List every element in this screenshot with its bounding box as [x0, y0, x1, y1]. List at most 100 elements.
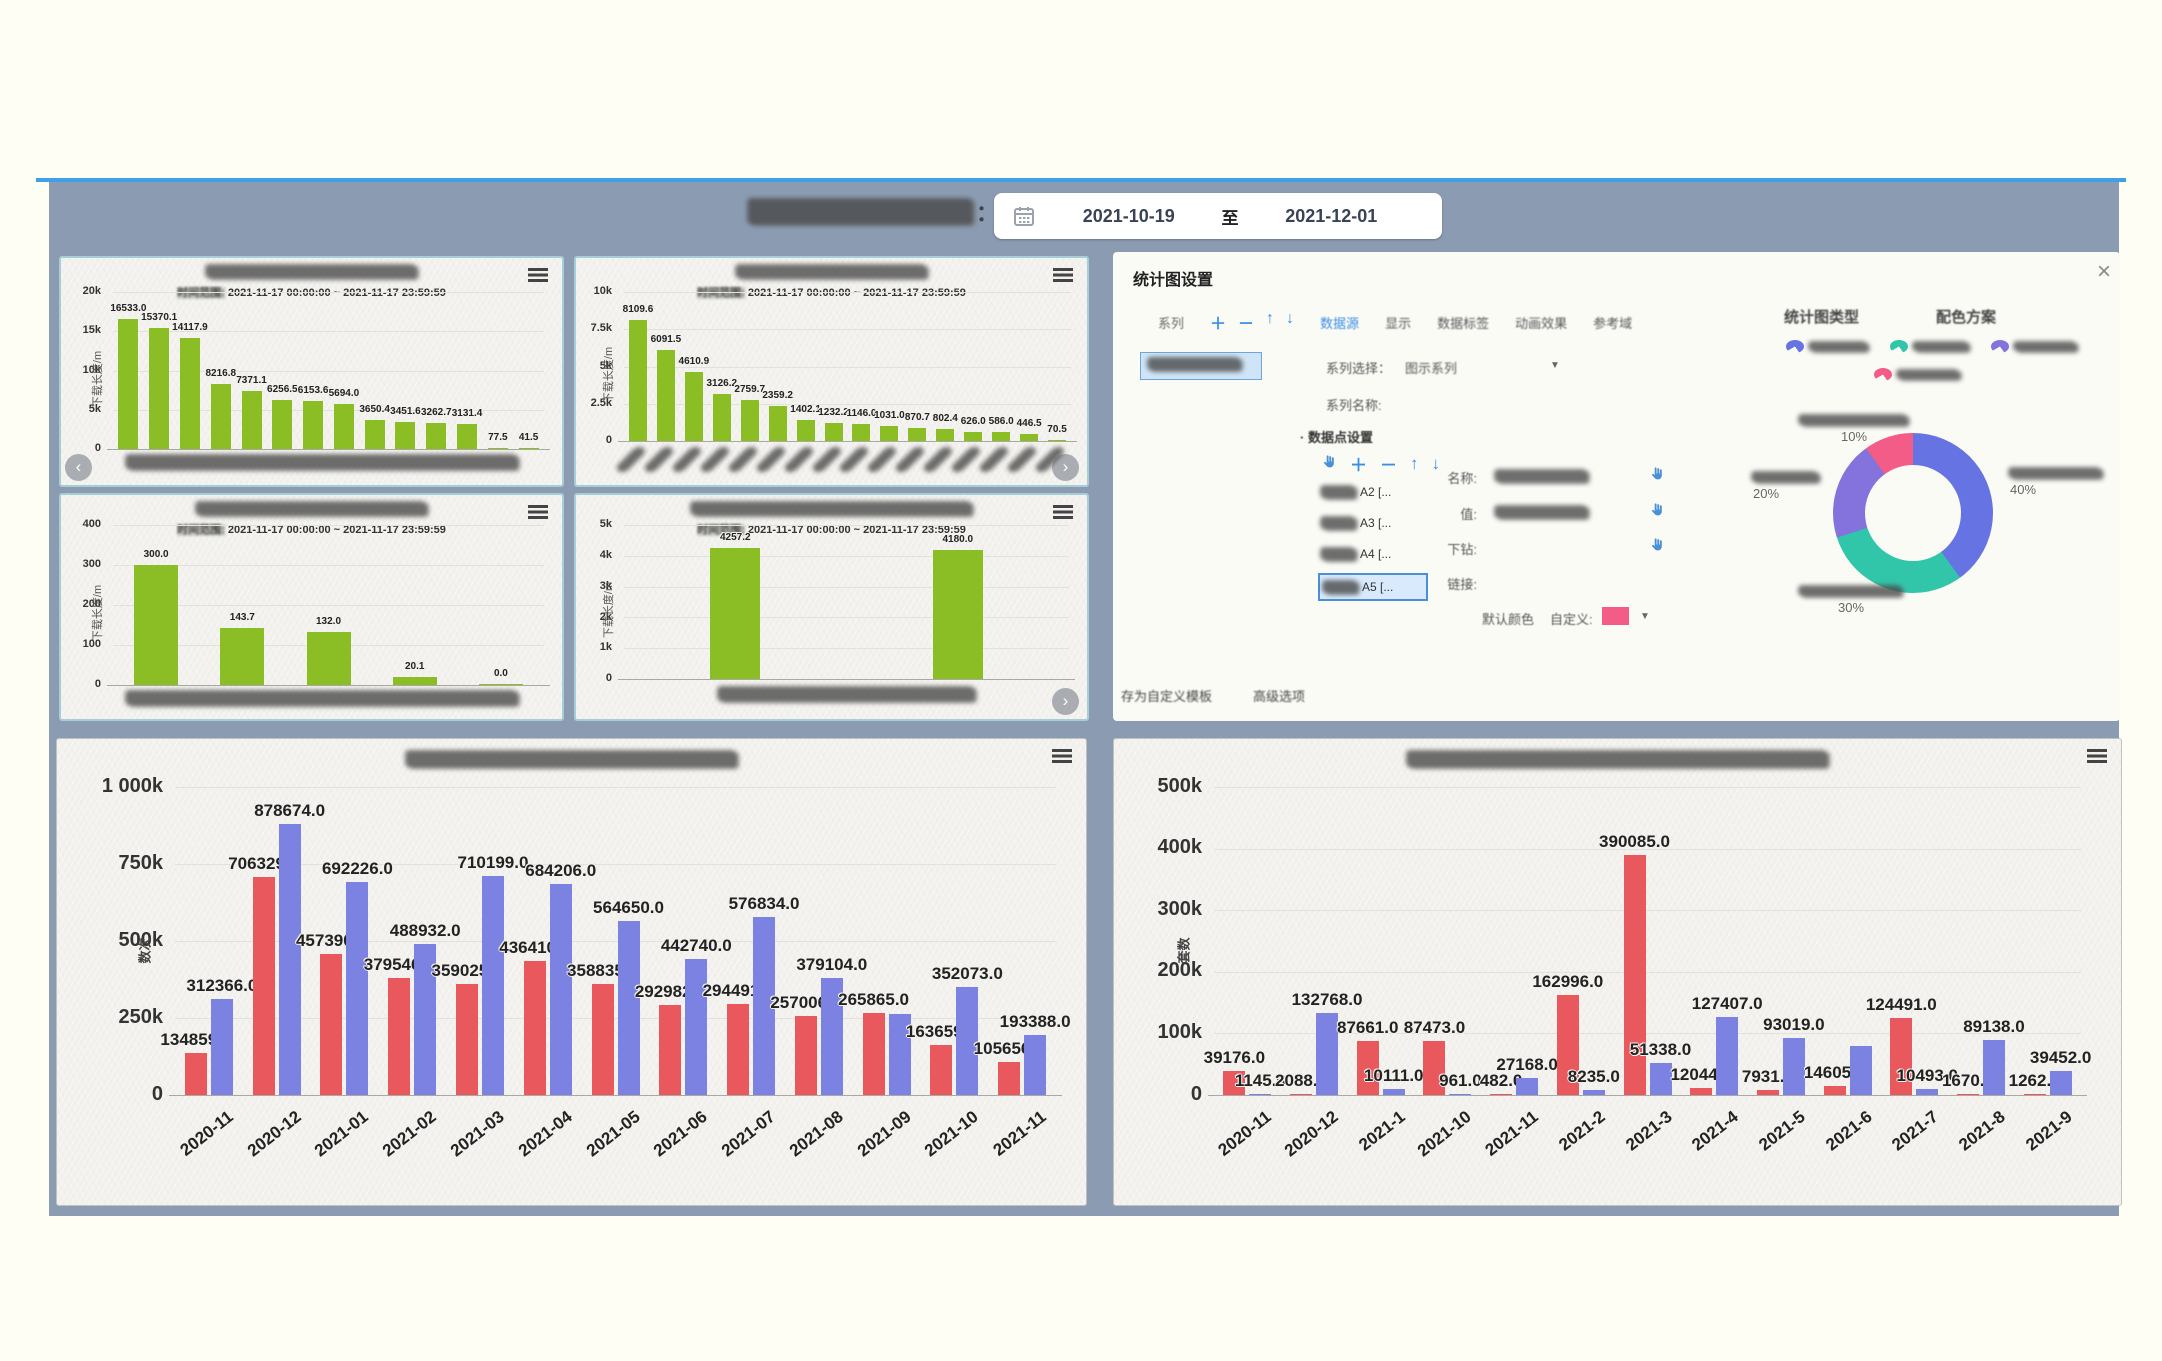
bar-value-label: 3126.2 — [706, 378, 738, 390]
add-icon[interactable]: ＋ — [1350, 456, 1367, 475]
date-range-picker[interactable]: 2021-10-19 至 2021-12-01 — [994, 193, 1442, 239]
gridline — [624, 403, 1071, 405]
datapoint-tools: ＋ － ↑ ↓ — [1322, 451, 1440, 476]
bar-value-label: 51338.0 — [1629, 1040, 1692, 1060]
bar-value-label: 692226.0 — [321, 858, 393, 878]
series-blue-bar — [888, 1013, 911, 1095]
y-axis-tick: 200 — [82, 598, 101, 611]
move-down-icon[interactable]: ↓ — [1286, 310, 1295, 327]
bar-value-label: 1146.0 — [846, 407, 877, 419]
donut-legend-row-2 — [1874, 368, 1960, 381]
hand-icon[interactable] — [1650, 466, 1666, 482]
series-select-value[interactable]: 图示系列 — [1405, 361, 1458, 376]
tab-显示[interactable]: 显示 — [1385, 315, 1412, 331]
remove-icon[interactable]: － — [1380, 456, 1397, 475]
series-green-bar — [796, 420, 815, 441]
donut-label-left: 20% — [1753, 472, 1819, 501]
save-template-link[interactable]: 存为自定义模板 — [1121, 689, 1213, 704]
series-select-label: 系列选择： — [1326, 361, 1392, 376]
datapoint-list-item[interactable]: A4 [... — [1318, 542, 1428, 566]
move-down-icon[interactable]: ↓ — [1431, 453, 1441, 473]
series-blue-bar — [481, 876, 504, 1095]
bar-value-label: 70.5 — [1047, 423, 1067, 435]
hand-icon[interactable] — [1650, 537, 1666, 553]
series-green-bar — [992, 432, 1011, 441]
chart-type-header[interactable]: 统计图类型 — [1784, 309, 1860, 326]
series-red-bar — [1356, 1041, 1379, 1095]
hand-icon[interactable] — [1322, 454, 1337, 474]
color-swatch[interactable] — [1602, 607, 1629, 625]
y-axis-tick: 10k — [82, 363, 101, 376]
series-blue-bar — [820, 978, 843, 1095]
x-label-censored — [645, 445, 673, 474]
add-icon[interactable]: ＋ — [1210, 316, 1227, 333]
bar-value-label: 4180.0 — [942, 534, 974, 546]
list-item-text: A4 [... — [1360, 547, 1392, 561]
bar-value-label: 0.0 — [493, 668, 508, 679]
legend-wedge-icon — [1874, 368, 1892, 381]
series-red-bar — [727, 1004, 750, 1095]
chart-menu-icon[interactable] — [1052, 749, 1072, 763]
x-axis-line — [618, 679, 1075, 680]
palette-header[interactable]: 配色方案 — [1936, 309, 1997, 326]
close-icon[interactable]: × — [2097, 258, 2112, 285]
x-axis-category: 2021-8 — [1955, 1107, 2009, 1155]
top-divider — [36, 178, 2126, 182]
series-toolbar: 系列 ＋ － ↑ ↓ 数据源 显示 数据标签 动画效果 参考域 — [1158, 310, 1632, 334]
chart-menu-icon[interactable] — [1053, 505, 1073, 519]
tab-动画效果[interactable]: 动画效果 — [1515, 315, 1568, 331]
bar-value-label: 6256.5 — [267, 383, 298, 395]
series-blue-bar — [1849, 1045, 1872, 1095]
gridline — [113, 370, 544, 372]
x-axis-category: 2021-4 — [1688, 1107, 1742, 1155]
move-up-icon[interactable]: ↑ — [1410, 453, 1419, 473]
bar-value-label: 3451.6 — [390, 405, 421, 417]
x-label-censored — [896, 445, 925, 474]
advanced-options-link[interactable]: 高级选项 — [1253, 689, 1306, 704]
big-chart-card-left: 0 250k 500k 750k 1 000k 数次 134859.0 312366.0 202… — [56, 738, 1087, 1206]
x-axis-category: 2021-10 — [1414, 1107, 1476, 1161]
chart-menu-icon[interactable] — [2087, 749, 2107, 763]
tab-数据源[interactable]: 数据源 — [1320, 315, 1360, 331]
bar-value-label: 7371.1 — [236, 375, 267, 387]
datapoint-list-item[interactable]: A5 [... — [1318, 573, 1428, 601]
datapoint-list-item[interactable]: A2 [... — [1318, 480, 1428, 504]
bar-value-label: 488932.0 — [389, 921, 461, 941]
y-axis-tick: 400k — [1157, 836, 1203, 859]
series-red-bar — [794, 1015, 817, 1095]
series-green-bar — [936, 429, 955, 441]
x-axis-category: 2021-3 — [1621, 1107, 1676, 1155]
date-end[interactable]: 2021-12-01 — [1285, 205, 1378, 226]
date-start[interactable]: 2021-10-19 — [1082, 205, 1175, 226]
bar-value-label: 684206.0 — [525, 861, 597, 881]
y-axis-tick: 4k — [599, 548, 612, 561]
chart-menu-icon[interactable] — [528, 505, 548, 519]
chart-menu-icon[interactable] — [1053, 268, 1073, 282]
move-up-icon[interactable]: ↑ — [1266, 310, 1275, 327]
gridline — [1214, 848, 2081, 850]
hand-icon[interactable] — [1650, 502, 1666, 518]
tab-参考域[interactable]: 参考域 — [1593, 315, 1633, 331]
series-name-input[interactable] — [1140, 352, 1262, 380]
series-blue-bar — [1582, 1089, 1605, 1095]
chart-title-censored — [196, 502, 427, 516]
series-green-bar — [118, 319, 139, 449]
remove-icon[interactable]: － — [1238, 316, 1255, 333]
series-red-bar — [1423, 1041, 1446, 1095]
next-page-button[interactable]: › — [1052, 688, 1079, 715]
x-label-censored — [673, 445, 701, 474]
chart-menu-icon[interactable] — [528, 268, 548, 282]
series-red-bar — [455, 984, 478, 1095]
series-blue-bar — [1782, 1037, 1805, 1095]
chevron-down-icon[interactable]: ▼ — [1550, 360, 1560, 371]
bar-value-label: 3650.4 — [359, 404, 390, 416]
tab-数据标签[interactable]: 数据标签 — [1437, 315, 1490, 331]
legend-wedge-icon — [1991, 340, 2009, 353]
series-red-bar — [930, 1044, 953, 1095]
datapoint-list-item[interactable]: A3 [... — [1318, 511, 1428, 535]
chevron-down-icon[interactable]: ▼ — [1640, 611, 1650, 622]
bar-value-label: 2759.7 — [734, 383, 766, 395]
bar-value-label: 2088.0 — [1275, 1070, 1328, 1090]
x-axis-category: 2021-08 — [785, 1107, 847, 1161]
prev-page-button[interactable]: ‹ — [65, 454, 92, 481]
